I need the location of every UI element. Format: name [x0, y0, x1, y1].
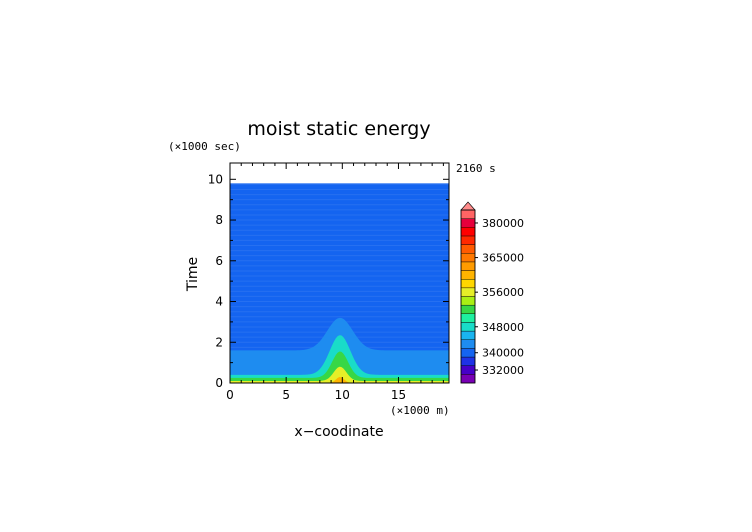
y-tick-label: 6 [215, 254, 223, 268]
colorbar-swatch [460, 296, 476, 306]
colorbar-swatch [460, 235, 476, 245]
colorbar-swatch [460, 270, 476, 280]
colorbar-swatch [460, 209, 476, 219]
chart-title: moist static energy [247, 118, 430, 140]
x-axis: 0 5 10 15 [226, 163, 444, 402]
colorbar-frame [460, 209, 476, 384]
plot-area [229, 162, 450, 384]
colorbar-label: 340000 [482, 347, 524, 360]
colorbar-swatch [460, 356, 476, 366]
colorbar-swatch [460, 218, 476, 228]
colorbar-swatch [460, 313, 476, 323]
colorbar-swatch [460, 304, 476, 314]
y-axis: 0 2 4 6 8 10 [208, 172, 449, 390]
colorbar: 380000 365000 356000 348000 340000 332000 [460, 201, 524, 384]
colorbar-label: 356000 [482, 286, 524, 299]
y-tick-label: 4 [215, 295, 223, 309]
colorbar-overflow-triangle [460, 201, 476, 211]
y-tick-label: 10 [208, 172, 223, 186]
colorbar-label: 365000 [482, 252, 524, 265]
contour-band-356000 [230, 366, 449, 383]
y-axis-label: Time [185, 257, 201, 292]
colorbar-swatch [460, 322, 476, 332]
y-tick-label: 8 [215, 213, 223, 227]
colorbar-swatch [460, 365, 476, 375]
contour-band-360000 [230, 376, 449, 383]
colorbar-swatch [460, 279, 476, 289]
plot-frame [229, 162, 450, 384]
colorbar-swatch [460, 287, 476, 297]
colorbar-swatch [460, 339, 476, 349]
colorbar-swatch [460, 227, 476, 237]
time-stamp: 2160 s [456, 162, 496, 175]
y-tick-label: 0 [215, 376, 223, 390]
colorbar-label: 332000 [482, 364, 524, 377]
colorbar-swatch [460, 261, 476, 271]
x-tick-label: 0 [226, 388, 234, 402]
y-tick-label: 2 [215, 335, 223, 349]
x-axis-label: x−coodinate [294, 424, 383, 440]
colorbar-swatch [460, 374, 476, 384]
colorbar-swatch [460, 253, 476, 263]
colorbar-swatch [460, 244, 476, 254]
x-unit-label: (×1000 m) [390, 404, 450, 417]
colorbar-swatch [460, 348, 476, 358]
colorbar-swatch [460, 330, 476, 340]
x-tick-label: 10 [335, 388, 350, 402]
x-tick-label: 15 [391, 388, 406, 402]
colorbar-label: 348000 [482, 321, 524, 334]
y-unit-label: (×1000 sec) [168, 140, 241, 153]
colorbar-label: 380000 [482, 217, 524, 230]
x-tick-label: 5 [282, 388, 290, 402]
